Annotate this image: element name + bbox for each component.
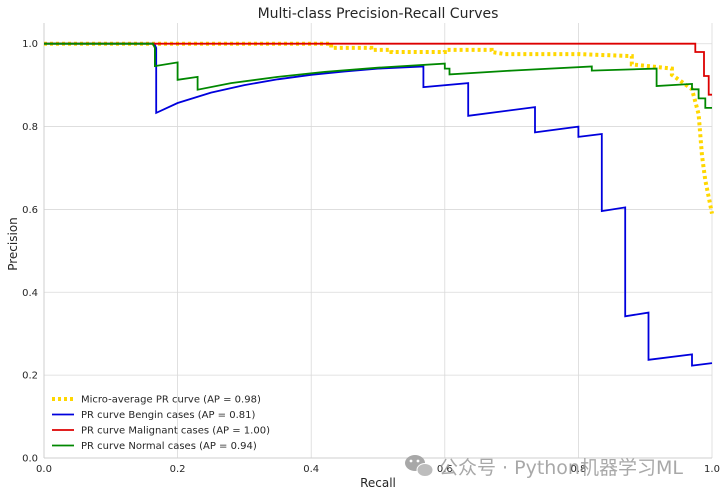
- ticks: 0.0 0.2 0.4 0.6 0.8 1.0 0.0 0.2 0.4 0.6 0.8 1.0: [22, 39, 720, 475]
- y-tick-label: 1.0: [22, 39, 38, 50]
- x-tick-label: 1.0: [704, 464, 720, 475]
- series-line-micro-average-pr-curve: [44, 41, 714, 214]
- series-layer: [44, 41, 714, 367]
- y-tick-label: 0.6: [22, 205, 38, 216]
- y-tick-label: 0.0: [22, 454, 38, 465]
- x-axis-label: Recall: [360, 476, 396, 490]
- x-tick-label: 0.0: [36, 464, 52, 475]
- x-tick-label: 0.8: [570, 464, 586, 475]
- chart-title: Multi-class Precision-Recall Curves: [258, 6, 499, 22]
- legend-label: PR curve Normal cases (AP = 0.94): [81, 441, 257, 452]
- legend-label: PR curve Malignant cases (AP = 1.00): [81, 426, 270, 437]
- y-axis-label: Precision: [6, 217, 20, 271]
- series-line-pr-curve-normal-cases: [44, 42, 712, 109]
- legend-label: Micro-average PR curve (AP = 0.98): [81, 395, 261, 406]
- y-tick-label: 0.2: [22, 371, 38, 382]
- legend: Micro-average PR curve (AP = 0.98) PR cur…: [52, 395, 270, 452]
- x-tick-label: 0.6: [437, 464, 453, 475]
- y-tick-label: 0.8: [22, 122, 38, 133]
- grid: [43, 23, 713, 459]
- watermark: 公众号 · Python机器学习ML: [405, 455, 683, 479]
- x-tick-label: 0.4: [303, 464, 319, 475]
- watermark-text: 公众号 · Python机器学习ML: [439, 457, 683, 479]
- series-line-pr-curve-bengin-cases: [44, 42, 713, 367]
- series-line-pr-curve-malignant-cases: [44, 42, 712, 96]
- wechat-icon: [405, 455, 434, 477]
- axes: [43, 23, 712, 459]
- legend-label: PR curve Bengin cases (AP = 0.81): [81, 410, 255, 421]
- y-tick-label: 0.4: [22, 288, 38, 299]
- x-tick-label: 0.2: [170, 464, 186, 475]
